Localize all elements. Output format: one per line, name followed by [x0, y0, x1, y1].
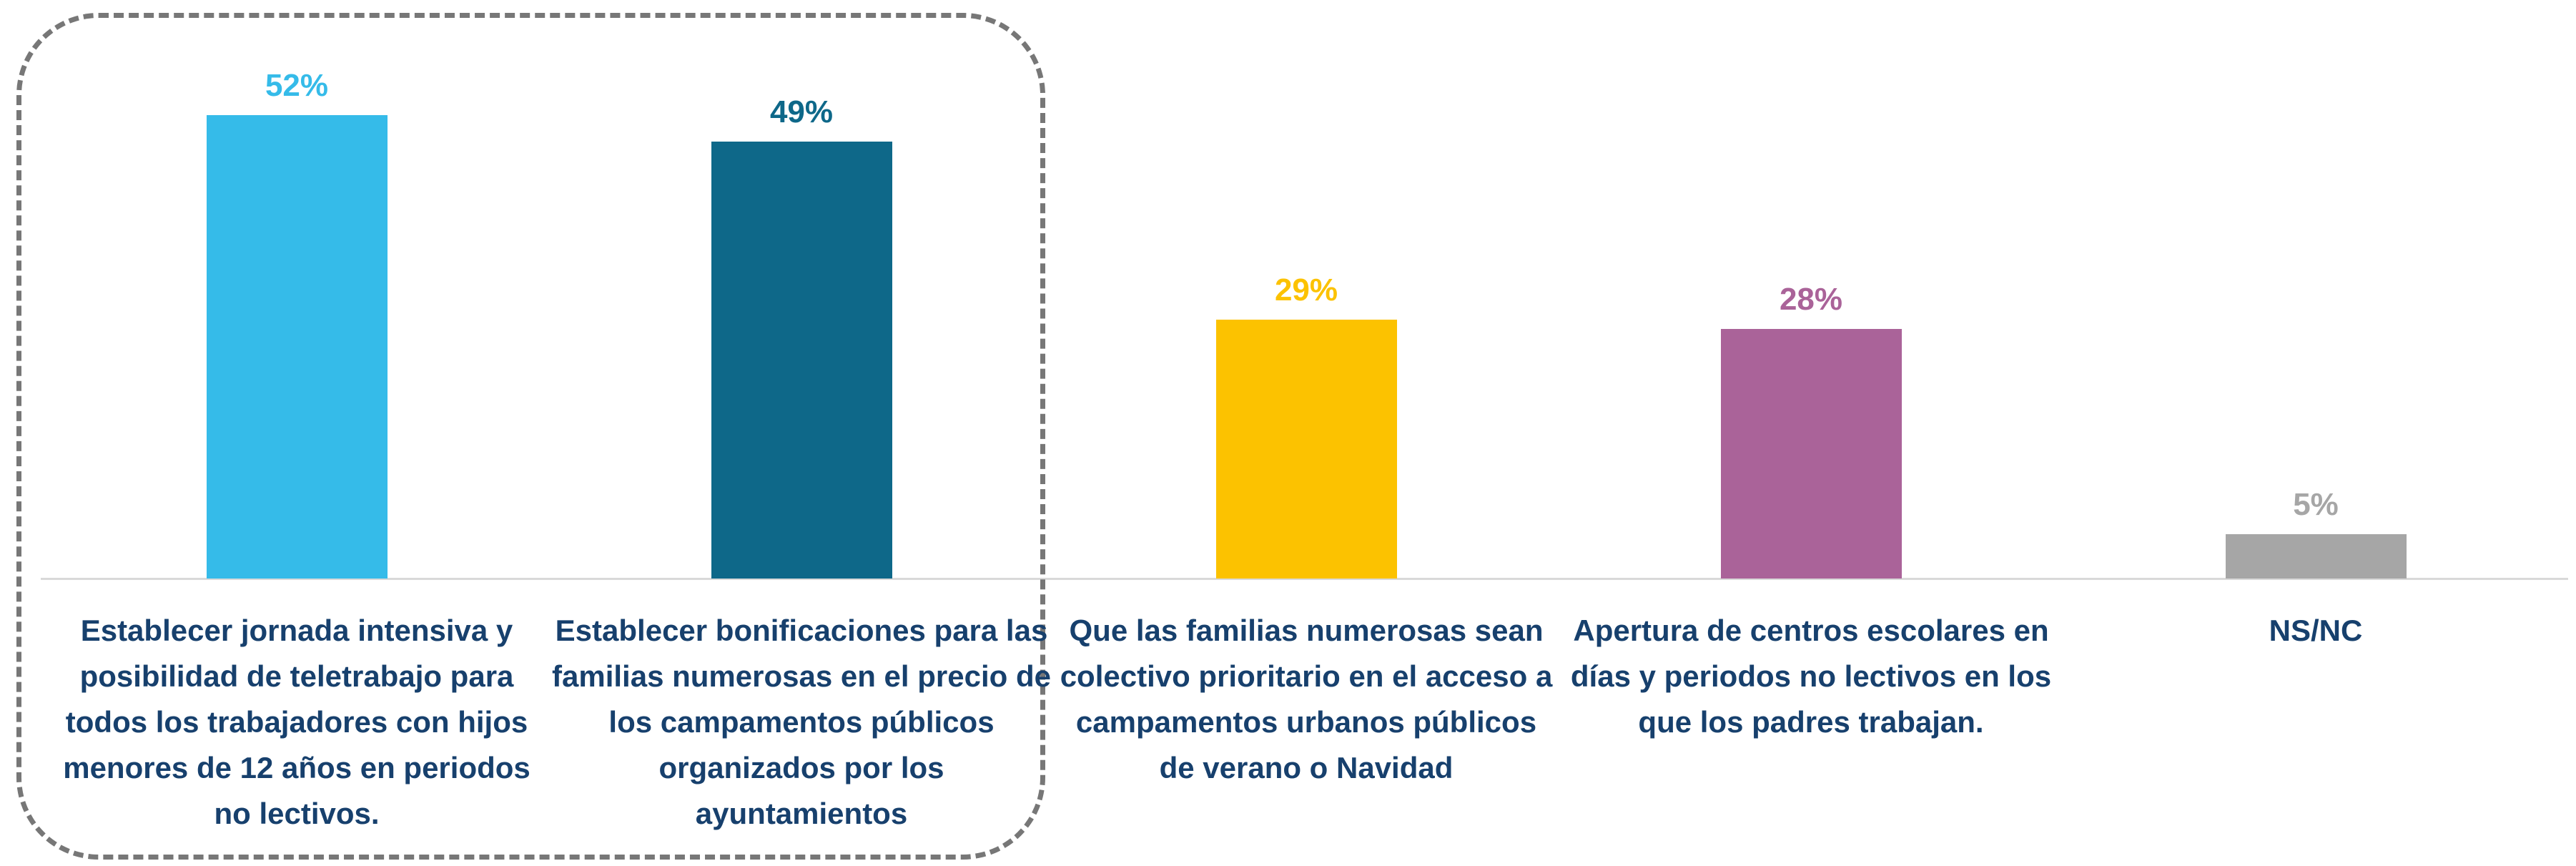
- highlight-frame: [16, 13, 1045, 860]
- value-label: 5%: [2293, 486, 2339, 522]
- category-label: Establecer jornada intensiva y posibilid…: [63, 614, 531, 830]
- baseline: [41, 578, 2568, 580]
- bar: [711, 142, 892, 579]
- category-label: Que las familias numerosas sean colectiv…: [1060, 614, 1553, 784]
- category-label: Apertura de centros escolares en días y …: [1570, 614, 2052, 739]
- bar: [206, 114, 388, 579]
- value-label: 29%: [1274, 272, 1338, 308]
- value-label: 49%: [769, 94, 834, 130]
- category-label: Establecer bonificaciones para las famil…: [552, 614, 1051, 830]
- bar: [1720, 328, 1902, 579]
- value-label: 52%: [265, 67, 329, 103]
- value-label: 28%: [1779, 281, 1843, 317]
- bar: [2225, 533, 2407, 579]
- category-label: NS/NC: [2269, 614, 2363, 647]
- bar: [1215, 320, 1397, 579]
